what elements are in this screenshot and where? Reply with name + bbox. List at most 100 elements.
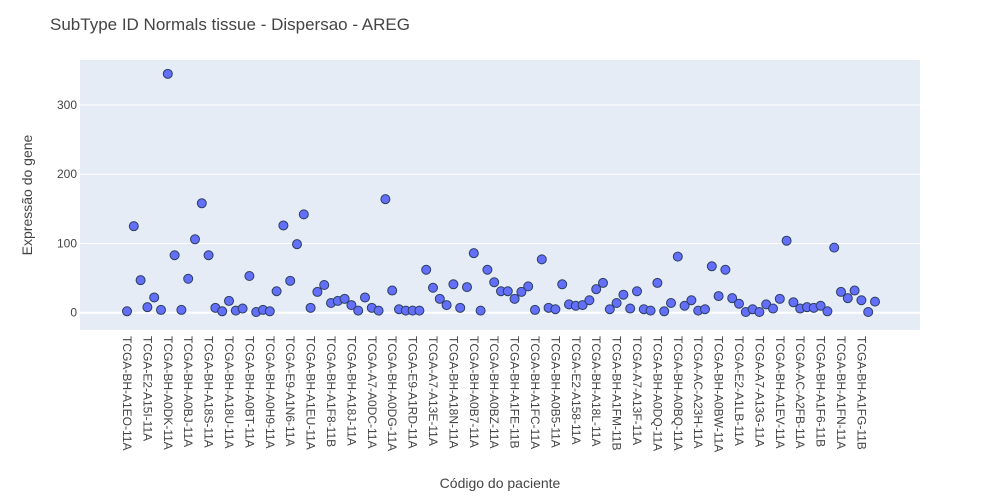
data-point[interactable] xyxy=(686,295,697,306)
data-point[interactable] xyxy=(298,209,309,220)
data-point[interactable] xyxy=(176,304,187,315)
data-point[interactable] xyxy=(278,220,289,231)
data-point[interactable] xyxy=(455,302,466,313)
data-point[interactable] xyxy=(196,198,207,209)
data-point[interactable] xyxy=(203,250,214,261)
data-point[interactable] xyxy=(468,248,479,259)
data-point[interactable] xyxy=(611,298,622,308)
data-point[interactable] xyxy=(162,68,173,79)
data-point[interactable] xyxy=(414,305,425,316)
data-point[interactable] xyxy=(271,286,282,297)
data-point[interactable] xyxy=(645,305,656,316)
data-point[interactable] xyxy=(448,279,459,290)
data-point[interactable] xyxy=(346,300,357,311)
data-point[interactable] xyxy=(360,292,370,303)
data-point[interactable] xyxy=(577,300,588,311)
data-point[interactable] xyxy=(706,261,717,272)
x-tick-label: TCGA-AC-A23H-11A xyxy=(691,336,705,448)
data-point[interactable] xyxy=(373,305,384,316)
data-point[interactable] xyxy=(815,300,826,311)
data-point[interactable] xyxy=(183,273,194,284)
data-point[interactable] xyxy=(482,264,493,275)
data-point[interactable] xyxy=(156,304,166,315)
data-point[interactable] xyxy=(502,286,513,297)
data-point[interactable] xyxy=(842,293,853,304)
data-point[interactable] xyxy=(305,302,316,313)
data-point[interactable] xyxy=(428,282,438,293)
data-point[interactable] xyxy=(768,303,778,314)
x-tick-label: TCGA-BH-A0DQ-11A xyxy=(650,336,664,451)
x-tick-label: TCGA-BH-A0BQ-11A xyxy=(671,336,685,450)
data-point[interactable] xyxy=(625,303,636,314)
data-point[interactable] xyxy=(781,235,792,246)
data-point[interactable] xyxy=(700,304,710,315)
data-point[interactable] xyxy=(727,293,738,304)
data-point[interactable] xyxy=(829,242,840,253)
data-point[interactable] xyxy=(632,286,642,297)
data-point[interactable] xyxy=(618,289,629,300)
data-point[interactable] xyxy=(339,293,350,304)
x-tick-label: TCGA-A7-A13G-11A xyxy=(752,336,766,447)
data-point[interactable] xyxy=(224,295,234,306)
data-point[interactable] xyxy=(319,280,330,290)
data-point[interactable] xyxy=(237,303,248,314)
data-point[interactable] xyxy=(557,279,568,290)
data-point[interactable] xyxy=(142,302,153,313)
data-point[interactable] xyxy=(550,304,561,315)
data-point[interactable] xyxy=(169,250,180,261)
data-point[interactable] xyxy=(774,293,785,304)
data-point[interactable] xyxy=(434,293,445,304)
data-point[interactable] xyxy=(598,277,608,288)
data-point[interactable] xyxy=(462,282,472,293)
data-point[interactable] xyxy=(387,285,398,296)
data-point[interactable] xyxy=(441,300,452,311)
data-point[interactable] xyxy=(380,194,391,205)
data-point[interactable] xyxy=(217,306,228,317)
data-point[interactable] xyxy=(788,297,799,308)
data-point[interactable] xyxy=(292,239,302,250)
data-point[interactable] xyxy=(870,296,880,307)
data-point[interactable] xyxy=(264,306,275,317)
data-point[interactable] xyxy=(720,264,731,275)
data-point[interactable] xyxy=(856,295,867,306)
x-tick-label: TCGA-A7-A13E-11A xyxy=(426,336,440,446)
data-point[interactable] xyxy=(149,292,160,303)
data-point[interactable] xyxy=(672,251,683,262)
x-tick-label: TCGA-E9-A1RD-11A xyxy=(406,336,420,448)
data-point[interactable] xyxy=(285,275,296,286)
data-point[interactable] xyxy=(754,307,765,317)
data-point[interactable] xyxy=(822,306,833,317)
data-point[interactable] xyxy=(122,306,132,317)
x-tick-label: TCGA-A7-A0DC-11A xyxy=(365,336,379,448)
data-point[interactable] xyxy=(475,305,486,316)
data-point[interactable] xyxy=(679,300,690,311)
data-point[interactable] xyxy=(509,293,520,304)
x-tick-label: TCGA-BH-A18U-11A xyxy=(222,336,236,448)
data-point[interactable] xyxy=(734,298,744,309)
y-tick-label: 0 xyxy=(70,306,77,320)
data-point[interactable] xyxy=(190,234,200,245)
data-point[interactable] xyxy=(135,275,146,286)
data-point[interactable] xyxy=(421,264,432,275)
data-point[interactable] xyxy=(244,271,255,281)
data-point[interactable] xyxy=(604,304,615,315)
data-point[interactable] xyxy=(523,281,534,292)
x-tick-label: TCGA-E2-A15I-11A xyxy=(140,336,154,441)
data-point[interactable] xyxy=(836,286,846,297)
data-point[interactable] xyxy=(516,286,527,297)
data-point[interactable] xyxy=(530,304,540,315)
data-point[interactable] xyxy=(659,306,670,317)
x-tick-label: TCGA-A7-A13F-11A xyxy=(630,336,644,445)
data-point[interactable] xyxy=(652,277,663,288)
data-point[interactable] xyxy=(128,221,139,232)
data-point[interactable] xyxy=(713,291,724,302)
data-point[interactable] xyxy=(591,284,602,295)
data-point[interactable] xyxy=(584,295,595,306)
data-point[interactable] xyxy=(666,298,676,308)
data-point[interactable] xyxy=(863,307,874,317)
data-point[interactable] xyxy=(489,277,500,288)
data-point[interactable] xyxy=(536,254,547,265)
data-point[interactable] xyxy=(353,305,364,316)
data-point[interactable] xyxy=(849,285,860,296)
data-point[interactable] xyxy=(312,286,323,297)
